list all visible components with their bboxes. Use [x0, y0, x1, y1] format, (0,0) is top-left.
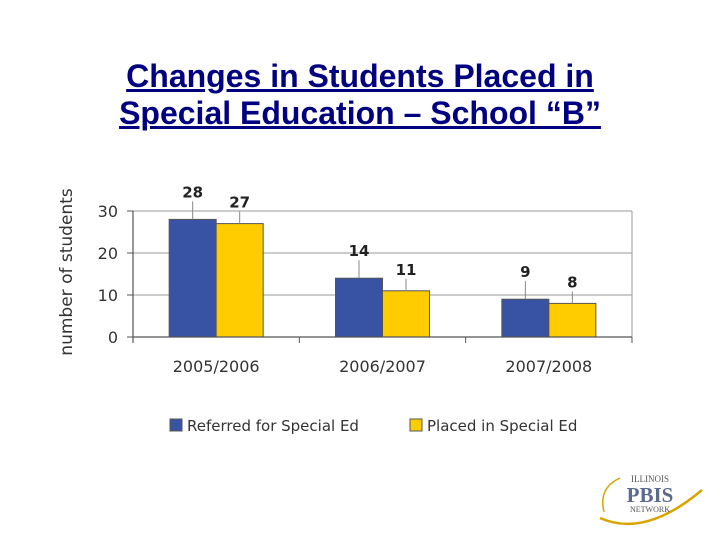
x-tick-label-0: 2005/2006: [173, 357, 260, 376]
bar-referred-0: [168, 218, 217, 338]
logo-top-text: ILLINOIS: [631, 474, 669, 484]
y-tick-label-0: 0: [108, 328, 118, 347]
legend-swatch-referred: [169, 418, 183, 432]
data-label-placed-2: 8: [567, 273, 577, 291]
y-tick-label-20: 20: [98, 244, 118, 263]
title-line-2: Special Education – School “B”: [119, 95, 601, 131]
bar-placed-0: [215, 223, 264, 338]
logo-bottom-text: NETWORK: [630, 505, 670, 514]
data-label-placed-0: 27: [229, 194, 250, 212]
data-label-referred-2: 9: [520, 263, 530, 281]
legend-label-referred: Referred for Special Ed: [187, 417, 359, 435]
x-tick-label-2: 2007/2008: [505, 357, 592, 376]
y-tick-label-10: 10: [98, 286, 118, 305]
logo-swoosh: [599, 489, 703, 526]
data-label-placed-1: 11: [396, 261, 417, 279]
logo-main-text: PBIS: [627, 483, 674, 507]
y-tick-label-30: 30: [98, 202, 118, 221]
x-tick-label-1: 2006/2007: [339, 357, 426, 376]
title-line-1: Changes in Students Placed in: [126, 58, 594, 94]
pbis-network-logo: ILLINOIS PBIS NETWORK: [599, 474, 703, 526]
y-axis-label: number of students: [57, 188, 77, 356]
data-label-referred-0: 28: [182, 183, 203, 201]
legend-swatch-placed: [409, 418, 423, 432]
bar-referred-2: [501, 298, 550, 338]
slide-title: Changes in Students Placed in Special Ed…: [0, 58, 720, 132]
bar-referred-1: [335, 277, 383, 338]
bar-placed-2: [548, 302, 597, 338]
logo-arc: [602, 477, 621, 513]
legend-label-placed: Placed in Special Ed: [427, 417, 577, 435]
data-label-referred-1: 14: [349, 242, 370, 260]
bar-placed-1: [382, 290, 430, 338]
